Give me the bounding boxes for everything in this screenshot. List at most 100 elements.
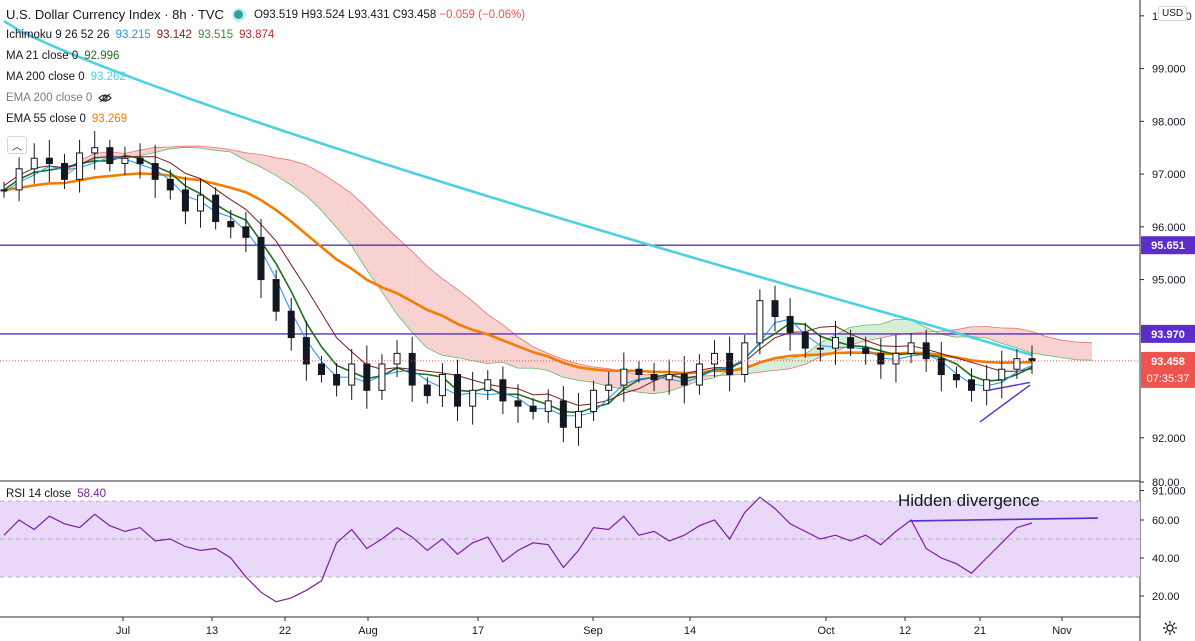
ichimoku-cloud-bear bbox=[426, 266, 442, 356]
candle-down bbox=[363, 363, 371, 391]
level-price-label: 95.651 bbox=[1151, 240, 1185, 252]
currency-badge[interactable]: USD bbox=[1158, 6, 1188, 21]
ichimoku-cloud-bear bbox=[1061, 340, 1077, 360]
ichimoku-cloud-bear bbox=[366, 207, 382, 292]
legend-ma21[interactable]: MA 21 close 0 92.996 bbox=[6, 50, 119, 62]
legend-rsi[interactable]: RSI 14 close 58.40 bbox=[6, 488, 106, 500]
time-tick-label: Nov bbox=[1052, 625, 1072, 637]
time-tick-label: 14 bbox=[684, 625, 696, 637]
candle-down bbox=[635, 368, 643, 376]
time-tick-label: Oct bbox=[817, 625, 834, 637]
time-tick-label: 21 bbox=[974, 625, 986, 637]
candle-up bbox=[605, 384, 613, 391]
ema55-value: 93.269 bbox=[91, 113, 128, 125]
candle-down bbox=[771, 300, 779, 317]
hidden-eye-icon[interactable] bbox=[98, 93, 113, 103]
last-price-label: 93.458 bbox=[1151, 356, 1185, 368]
candle-up bbox=[348, 363, 356, 386]
candle-down bbox=[454, 374, 462, 407]
time-tick-label: Jul bbox=[116, 625, 130, 637]
candle-up bbox=[469, 389, 477, 407]
candle-up bbox=[907, 342, 915, 354]
last-price-tag bbox=[1141, 351, 1195, 388]
candle-down bbox=[680, 374, 688, 386]
ichimoku-cloud-bear bbox=[502, 324, 518, 369]
price-tick-label: 92.000 bbox=[1152, 433, 1186, 445]
candle-up bbox=[711, 352, 719, 365]
candle-down bbox=[952, 374, 960, 381]
candle-down bbox=[106, 147, 114, 165]
rsi-tick-label: 60.00 bbox=[1152, 515, 1180, 527]
candle-down bbox=[877, 352, 885, 365]
change-value: −0.059 (−0.06%) bbox=[439, 8, 526, 21]
candle-down bbox=[801, 331, 809, 349]
trendline-upper bbox=[987, 381, 1031, 392]
ichimoku-label: Ichimoku 9 26 52 26 bbox=[6, 29, 110, 41]
countdown-label: 07:35:37 bbox=[1147, 373, 1190, 385]
candle-down bbox=[333, 374, 341, 386]
rsi-tick-label: 40.00 bbox=[1152, 553, 1180, 565]
open-value: O93.519 bbox=[253, 8, 299, 21]
ichimoku-cloud-bear bbox=[441, 278, 458, 358]
legend-ichimoku[interactable]: Ichimoku 9 26 52 26 93.215 93.142 93.515… bbox=[6, 29, 274, 41]
candle-up bbox=[620, 368, 628, 386]
ichimoku-cloud-bear bbox=[275, 157, 291, 185]
rsi-tick-label: 80.00 bbox=[1152, 477, 1180, 489]
candle-down bbox=[423, 384, 431, 397]
candle-down bbox=[136, 157, 144, 165]
candle-up bbox=[15, 168, 23, 191]
ichimoku-span-b-line bbox=[63, 145, 1093, 378]
rsi-value: 58.40 bbox=[77, 488, 106, 500]
ichimoku-cloud-bear bbox=[411, 250, 427, 348]
candle-down bbox=[862, 347, 870, 354]
candle-down bbox=[408, 352, 416, 386]
ichimoku-span-a-value: 93.515 bbox=[197, 29, 234, 41]
candle-up bbox=[121, 157, 129, 165]
level-price-tag bbox=[1141, 324, 1195, 343]
ichimoku-span-b-value: 93.874 bbox=[239, 29, 275, 41]
ichimoku-cloud-bear bbox=[487, 314, 503, 364]
ohlc-values: O93.519 H93.524 L93.431 C93.458 −0.059 (… bbox=[254, 9, 525, 21]
ichimoku-cloud-bear bbox=[1001, 327, 1017, 348]
ema200-label: EMA 200 close 0 bbox=[6, 92, 93, 104]
candle-down bbox=[302, 337, 310, 365]
collapse-legend-button[interactable]: ︿ bbox=[7, 136, 27, 154]
candle-up bbox=[816, 347, 824, 350]
candle-up bbox=[378, 363, 386, 391]
candle-down bbox=[166, 178, 174, 191]
legend-ema55[interactable]: EMA 55 close 0 93.269 bbox=[6, 113, 127, 125]
price-tick-label: 99.000 bbox=[1152, 64, 1186, 76]
ma200-value: 93.262 bbox=[90, 71, 126, 83]
candle-up bbox=[438, 374, 446, 397]
price-tick-label: 96.000 bbox=[1152, 222, 1186, 234]
legend-ma200[interactable]: MA 200 close 0 93.262 bbox=[6, 71, 126, 83]
market-status-icon bbox=[231, 7, 246, 22]
ichimoku-cloud-bear bbox=[1076, 341, 1092, 361]
candle-down bbox=[514, 400, 522, 407]
ichimoku-cloud-bear bbox=[290, 160, 306, 196]
ichimoku-cloud-bear bbox=[336, 182, 352, 246]
legend-ema200[interactable]: EMA 200 close 0 bbox=[6, 92, 113, 104]
candle-down bbox=[212, 194, 220, 223]
candle-up bbox=[741, 342, 749, 376]
gear-icon[interactable] bbox=[1162, 620, 1178, 636]
ichimoku-cloud-bear bbox=[608, 368, 624, 390]
ichimoku-cloud-bear bbox=[593, 366, 609, 387]
candle-down bbox=[317, 363, 325, 376]
ichimoku-cloud-bear bbox=[351, 193, 367, 270]
price-tick-label: 91.000 bbox=[1152, 486, 1186, 498]
rsi-line bbox=[3, 496, 1033, 603]
ichimoku-cloud-bear bbox=[215, 147, 231, 152]
candle-down bbox=[968, 379, 976, 391]
candle-up bbox=[91, 147, 99, 154]
candle-up bbox=[998, 368, 1006, 381]
price-tick-label: 95.000 bbox=[1152, 275, 1186, 287]
symbol-title[interactable]: U.S. Dollar Currency Index · 8h · TVC bbox=[6, 7, 224, 22]
ichimoku-cloud-bull bbox=[774, 358, 790, 371]
candle-down bbox=[60, 163, 68, 180]
candle-down bbox=[786, 315, 794, 333]
high-value: H93.524 bbox=[301, 8, 345, 21]
candle-down bbox=[287, 310, 295, 339]
ichimoku-cloud-bear bbox=[245, 152, 261, 167]
